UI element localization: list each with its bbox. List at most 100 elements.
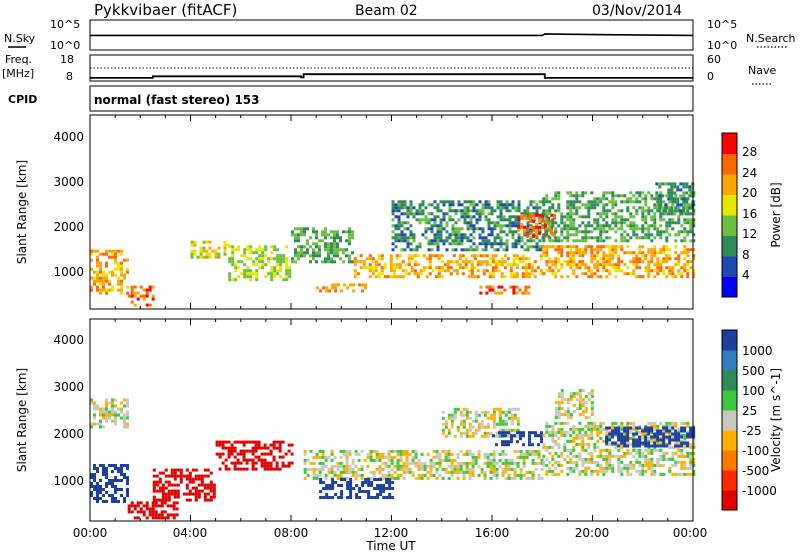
heatmap-cell — [647, 251, 651, 255]
heatmap-cell — [537, 476, 541, 480]
heatmap-cell — [391, 200, 395, 204]
heatmap-cell — [525, 470, 529, 474]
heatmap-cell — [417, 476, 421, 480]
heatmap-cell — [321, 230, 324, 234]
heatmap-cell — [477, 455, 481, 459]
heatmap-cell — [517, 206, 521, 210]
heatmap-cell — [572, 245, 576, 249]
heatmap-cell — [460, 233, 464, 237]
heatmap-cell — [105, 249, 108, 253]
heatmap-cell — [480, 422, 484, 426]
heatmap-cell — [492, 458, 496, 462]
heatmap-cell — [572, 254, 576, 258]
heatmap-cell — [620, 221, 624, 225]
heatmap-cell — [668, 427, 672, 431]
heatmap-cell — [120, 252, 123, 256]
heatmap-cell — [520, 216, 524, 220]
heatmap-cell — [258, 260, 262, 264]
heatmap-cell — [524, 257, 528, 261]
heatmap-cell — [542, 203, 546, 207]
colorbar-swatch — [722, 133, 737, 154]
heatmap-cell — [412, 215, 416, 219]
heatmap-cell — [590, 248, 594, 252]
heatmap-cell — [404, 272, 408, 276]
heatmap-cell — [692, 218, 696, 222]
heatmap-cell — [563, 227, 567, 231]
heatmap-cell — [477, 449, 481, 453]
heatmap-cell — [557, 401, 561, 405]
heatmap-cell — [511, 221, 515, 225]
heatmap-cell — [517, 221, 521, 225]
heatmap-cell — [683, 463, 687, 467]
heatmap-cell — [361, 481, 365, 484]
heatmap-cell — [504, 458, 508, 462]
heatmap-cell — [620, 466, 624, 470]
heatmap-cell — [105, 261, 108, 265]
heatmap-cell — [388, 481, 392, 484]
heatmap-cell — [508, 224, 512, 228]
heatmap-cell — [650, 448, 654, 452]
heatmap-cell — [524, 263, 528, 267]
heatmap-cell — [659, 457, 663, 461]
heatmap-cell — [578, 266, 582, 270]
heatmap-cell — [590, 260, 594, 264]
heatmap-cell — [404, 263, 408, 267]
heatmap-cell — [458, 266, 462, 270]
heatmap-cell — [575, 233, 579, 237]
heatmap-cell — [632, 463, 636, 467]
heatmap-cell — [285, 260, 289, 264]
heatmap-cell — [483, 434, 487, 438]
heatmap-cell — [424, 236, 428, 240]
heatmap-cell — [494, 263, 498, 267]
heatmap-cell — [454, 236, 458, 240]
heatmap-cell — [221, 440, 225, 444]
heatmap-cell — [333, 248, 336, 252]
heatmap-cell — [385, 478, 389, 481]
heatmap-cell — [617, 209, 621, 213]
heatmap-cell — [188, 471, 192, 475]
heatmap-cell — [230, 452, 234, 456]
heatmap-cell — [194, 489, 198, 493]
heatmap-cell — [426, 476, 430, 480]
heatmap-cell — [584, 230, 588, 234]
heatmap-cell — [513, 449, 517, 453]
heatmap-cell — [590, 436, 594, 440]
heatmap-cell — [587, 466, 591, 470]
heatmap-cell — [114, 479, 117, 482]
heatmap-cell — [378, 455, 382, 459]
heatmap-cell — [209, 498, 213, 502]
heatmap-cell — [523, 228, 527, 232]
heatmap-cell — [635, 224, 639, 228]
heatmap-cell — [532, 245, 536, 249]
heatmap-cell — [475, 203, 479, 207]
heatmap-cell — [172, 507, 176, 511]
heatmap-cell — [456, 470, 460, 474]
heatmap-cell — [362, 260, 366, 264]
heatmap-cell — [123, 425, 126, 429]
heatmap-cell — [626, 426, 630, 430]
heatmap-cell — [420, 461, 424, 465]
heatmap-cell — [608, 436, 612, 440]
heatmap-cell — [658, 206, 662, 210]
heatmap-cell — [200, 477, 204, 481]
heatmap-cell — [120, 261, 123, 265]
colorbar-swatch — [722, 490, 737, 511]
heatmap-cell — [686, 248, 690, 252]
heatmap-cell — [502, 242, 506, 246]
heatmap-cell — [587, 206, 591, 210]
heatmap-cell — [90, 491, 93, 494]
heatmap-cell — [680, 441, 684, 445]
heatmap-cell — [392, 275, 396, 279]
heatmap-cell — [361, 283, 365, 287]
heatmap-cell — [674, 463, 678, 467]
heatmap-cell — [409, 233, 413, 237]
heatmap-cell — [532, 216, 536, 220]
heatmap-cell — [360, 476, 364, 480]
heatmap-cell — [239, 467, 243, 471]
heatmap-cell — [438, 455, 442, 459]
heatmap-cell — [469, 248, 473, 252]
heatmap-cell — [188, 489, 192, 493]
heatmap-cell — [90, 288, 93, 292]
heatmap-cell — [569, 263, 573, 267]
heatmap-cell — [519, 449, 523, 453]
